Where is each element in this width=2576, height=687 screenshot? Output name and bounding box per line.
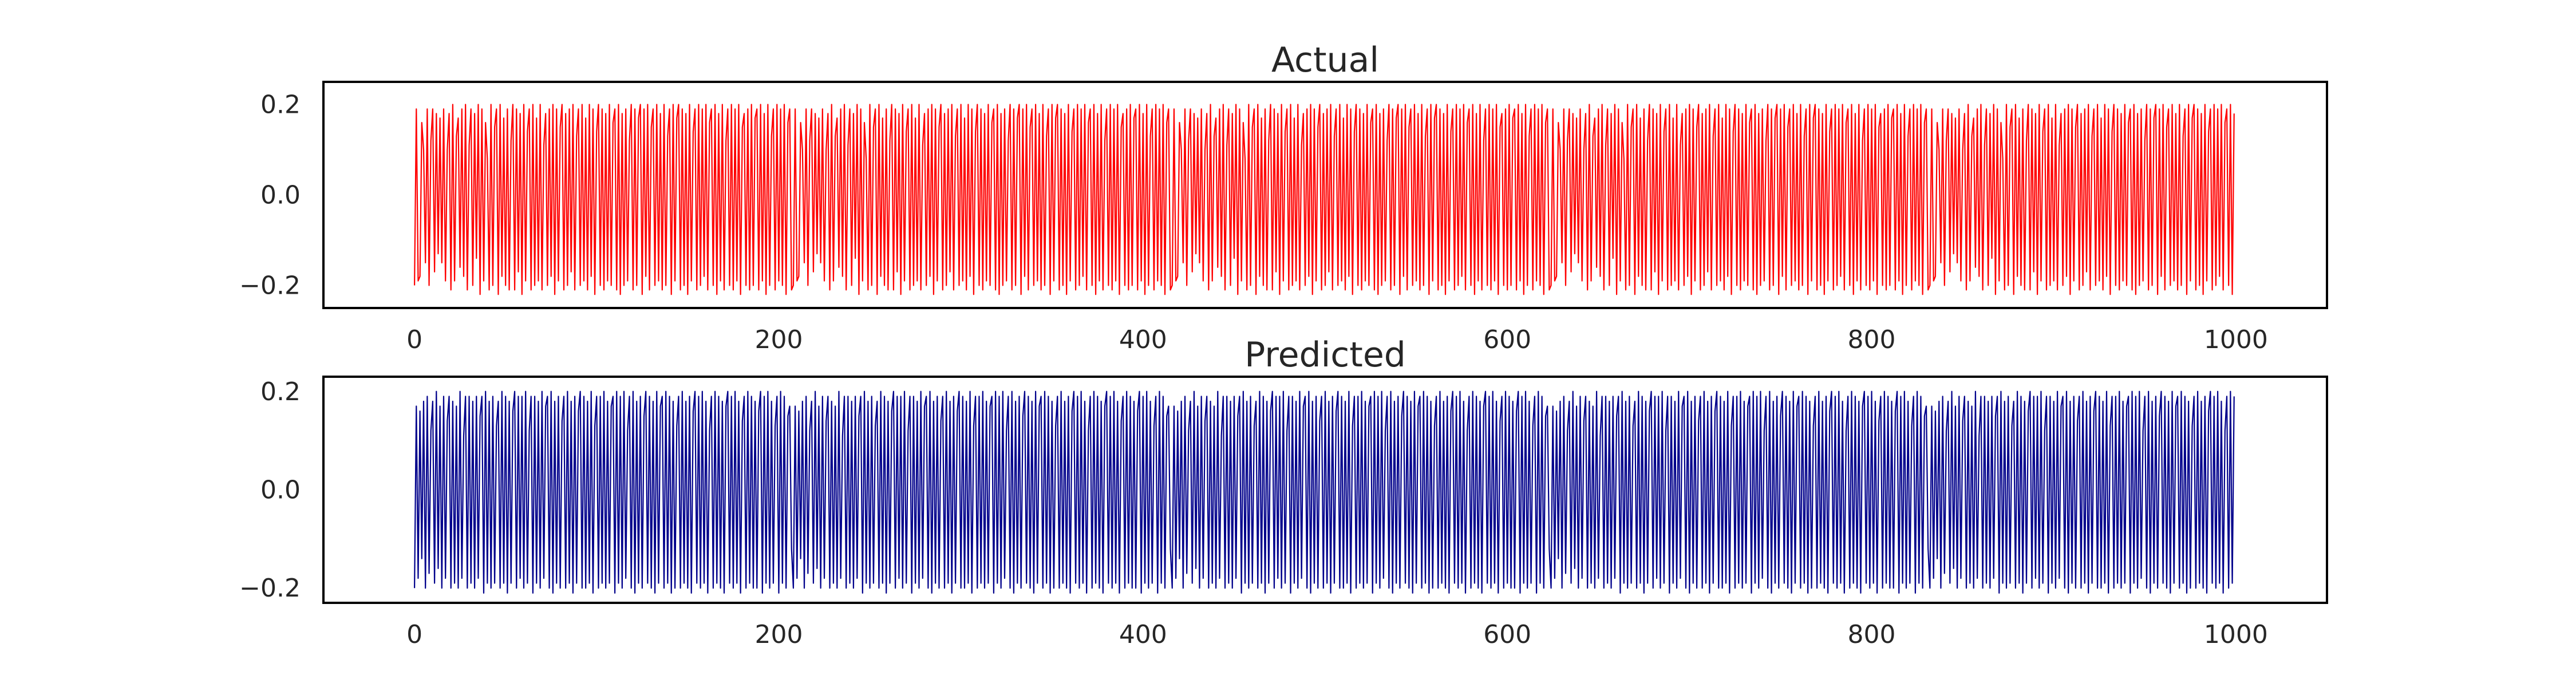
actual-x-tick-label: 0 — [406, 325, 422, 354]
predicted-y-tick-label: 0.2 — [260, 377, 301, 406]
actual-series-line — [413, 104, 2235, 295]
predicted-x-tick-label: 0 — [406, 620, 422, 649]
predicted-y-tick-label: 0.0 — [260, 476, 301, 505]
predicted-panel: Predicted 0 200 400 600 800 1000 −0.2 0.0 0.2 — [239, 335, 2328, 649]
actual-x-tick-label: 600 — [1483, 325, 1531, 354]
actual-panel: Actual 0 200 400 600 800 1000 −0.2 0.0 0.2 — [239, 40, 2328, 354]
predicted-x-tick-label: 400 — [1119, 620, 1167, 649]
actual-y-tick-label: 0.0 — [260, 181, 301, 210]
predicted-x-tick-label: 600 — [1483, 620, 1531, 649]
actual-x-tick-label: 400 — [1119, 325, 1167, 354]
actual-title: Actual — [1271, 40, 1379, 80]
actual-y-tick-label: −0.2 — [239, 271, 301, 301]
predicted-x-tick-label: 200 — [754, 620, 803, 649]
actual-x-tick-label: 800 — [1848, 325, 1896, 354]
predicted-x-tick-label: 800 — [1848, 620, 1896, 649]
actual-plot-frame — [322, 81, 2328, 309]
actual-y-tick-label: 0.2 — [260, 90, 301, 120]
predicted-x-tick-label: 1000 — [2204, 620, 2268, 649]
predicted-series-line — [413, 390, 2235, 594]
actual-x-tick-label: 1000 — [2204, 325, 2268, 354]
predicted-title: Predicted — [1244, 335, 1406, 375]
actual-x-tick-label: 200 — [754, 325, 803, 354]
predicted-plot-frame — [322, 376, 2328, 604]
predicted-y-tick-label: −0.2 — [239, 574, 301, 603]
